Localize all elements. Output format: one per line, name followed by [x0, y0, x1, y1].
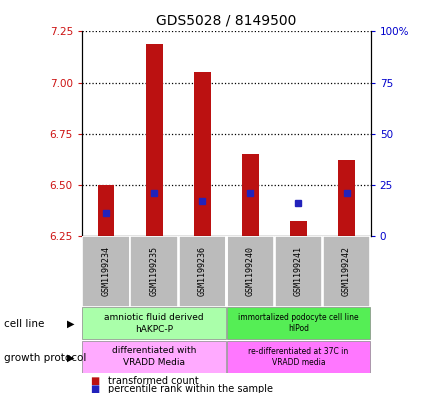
Bar: [82, 341, 225, 373]
Bar: [97, 185, 114, 236]
Bar: [241, 154, 258, 236]
Text: GSM1199240: GSM1199240: [245, 246, 254, 296]
Text: GSM1199234: GSM1199234: [101, 246, 110, 296]
Bar: [226, 236, 273, 307]
Bar: [145, 44, 162, 236]
Bar: [289, 222, 306, 236]
Bar: [82, 236, 129, 307]
Bar: [178, 236, 225, 307]
Text: ■: ■: [90, 384, 99, 393]
Bar: [130, 236, 177, 307]
Text: cell line: cell line: [4, 319, 45, 329]
Text: amniotic fluid derived
hAKPC-P: amniotic fluid derived hAKPC-P: [104, 313, 203, 334]
Bar: [338, 160, 354, 236]
Text: percentile rank within the sample: percentile rank within the sample: [108, 384, 272, 393]
Text: differentiated with
VRADD Media: differentiated with VRADD Media: [112, 346, 196, 367]
Bar: [274, 236, 321, 307]
Text: GSM1199242: GSM1199242: [341, 246, 350, 296]
Text: ■: ■: [90, 376, 99, 386]
Text: ▶: ▶: [67, 353, 74, 363]
Text: re-differentiated at 37C in
VRADD media: re-differentiated at 37C in VRADD media: [248, 347, 348, 367]
Bar: [226, 341, 369, 373]
Title: GDS5028 / 8149500: GDS5028 / 8149500: [156, 13, 296, 28]
Text: growth protocol: growth protocol: [4, 353, 86, 363]
Text: GSM1199236: GSM1199236: [197, 246, 206, 296]
Bar: [322, 236, 369, 307]
Bar: [194, 72, 210, 236]
Text: immortalized podocyte cell line
hIPod: immortalized podocyte cell line hIPod: [238, 313, 358, 333]
Bar: [226, 307, 369, 339]
Text: GSM1199235: GSM1199235: [149, 246, 158, 296]
Bar: [82, 307, 225, 339]
Text: transformed count: transformed count: [108, 376, 198, 386]
Text: GSM1199241: GSM1199241: [293, 246, 302, 296]
Text: ▶: ▶: [67, 319, 74, 329]
